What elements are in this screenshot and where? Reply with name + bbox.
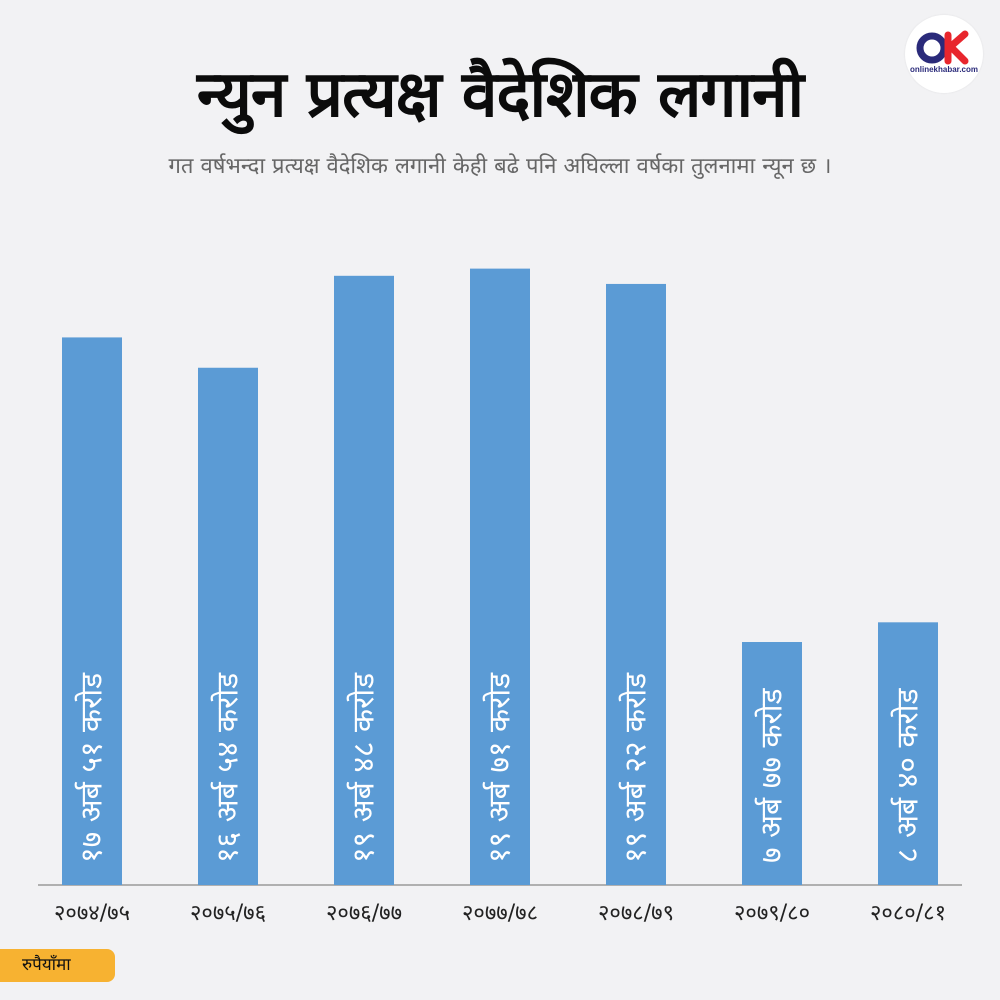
onlinekhabar-logo-icon[interactable]: onlinekhabar.com [905,15,983,93]
x-tick-label: २०८०/८१ [870,901,946,926]
chart-title: न्युन प्रत्यक्ष वैदेशिक लगानी [196,58,804,132]
bar-value-label: १६ अर्ब ५४ करोड [211,672,246,863]
bar-value-label: ७ अर्ब ७७ करोड [755,687,790,863]
bar[interactable] [878,622,938,885]
x-tick-label: २०७९/८० [734,901,810,926]
x-tick-label: २०७६/७७ [326,901,402,926]
bar[interactable] [742,642,802,885]
bar[interactable] [470,268,530,886]
bar[interactable] [62,337,122,885]
ok-logo-mark-icon [916,30,969,65]
bar[interactable] [606,283,666,885]
logo-text: onlinekhabar.com [909,65,979,74]
bar-value-label: १९ अर्ब २२ करोड [619,672,654,863]
bar-value-label: १७ अर्ब ५१ करोड [75,672,110,863]
bar-value-label: १९ अर्ब ४८ करोड [347,672,382,863]
x-tick-label: २०७५/७६ [190,901,266,926]
x-tick-label: २०७८/७९ [598,901,674,926]
x-tick-label: २०७७/७८ [462,901,538,926]
bar-value-label: १९ अर्ब ७१ करोड [483,672,518,863]
bar[interactable] [198,367,258,885]
unit-badge: रुपैयाँमा [0,949,115,982]
bar-value-label: ८ अर्ब ४० करोड [891,687,926,863]
x-tick-label: २०७४/७५ [54,901,130,926]
bar[interactable] [334,275,394,886]
chart-subtitle: गत वर्षभन्दा प्रत्यक्ष वैदेशिक लगानी केह… [168,154,832,179]
